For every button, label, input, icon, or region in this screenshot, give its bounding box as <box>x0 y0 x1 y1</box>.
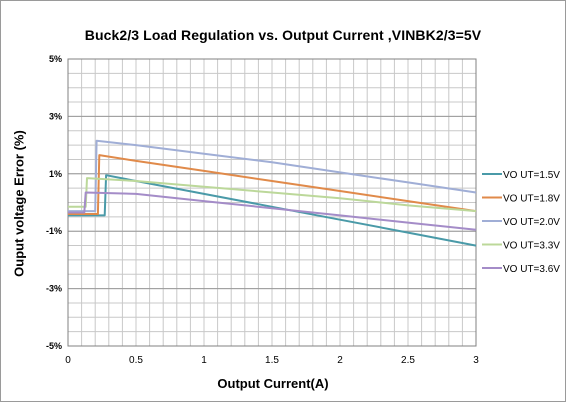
series-line <box>68 154 477 215</box>
legend: VO UT=1.5V VO UT=1.8V VO UT=2.0V VO UT=3.3V… <box>482 170 560 275</box>
series-line <box>68 174 477 247</box>
series-line <box>68 139 477 213</box>
axes <box>67 58 477 347</box>
legend-label: VO UT=3.3V <box>503 241 560 252</box>
legend-label: VO UT=2.0V <box>503 217 560 228</box>
series-line <box>68 191 477 231</box>
tick-labels: 0 0.5 1 1.5 2 2.5 3 5% 3% 1% -1% -3% -5% <box>46 54 479 366</box>
chart-title: Buck2/3 Load Regulation vs. Output Curre… <box>84 27 482 43</box>
x-tick-label: 1.5 <box>265 355 279 366</box>
y-tick-label: 5% <box>49 54 62 64</box>
y-tick-label: 3% <box>49 111 62 121</box>
legend-label: VO UT=1.8V <box>503 194 560 205</box>
x-axis-label: Output Current(A) <box>217 376 329 391</box>
x-tick-label: 2 <box>337 355 343 366</box>
x-tick-label: 2.5 <box>401 355 415 366</box>
x-tick-label: 1 <box>201 355 207 366</box>
y-tick-label: -3% <box>46 284 62 294</box>
y-tick-label: -1% <box>46 226 62 236</box>
legend-label: VO UT=3.6V <box>503 264 560 275</box>
y-tick-label: 1% <box>49 169 62 179</box>
series-lines <box>68 139 477 247</box>
x-tick-label: 3 <box>473 355 479 366</box>
y-tick-label: -5% <box>46 341 62 351</box>
x-tick-label: 0.5 <box>129 355 143 366</box>
plot-border <box>67 58 477 347</box>
x-tick-label: 0 <box>65 355 71 366</box>
legend-label: VO UT=1.5V <box>503 170 560 181</box>
